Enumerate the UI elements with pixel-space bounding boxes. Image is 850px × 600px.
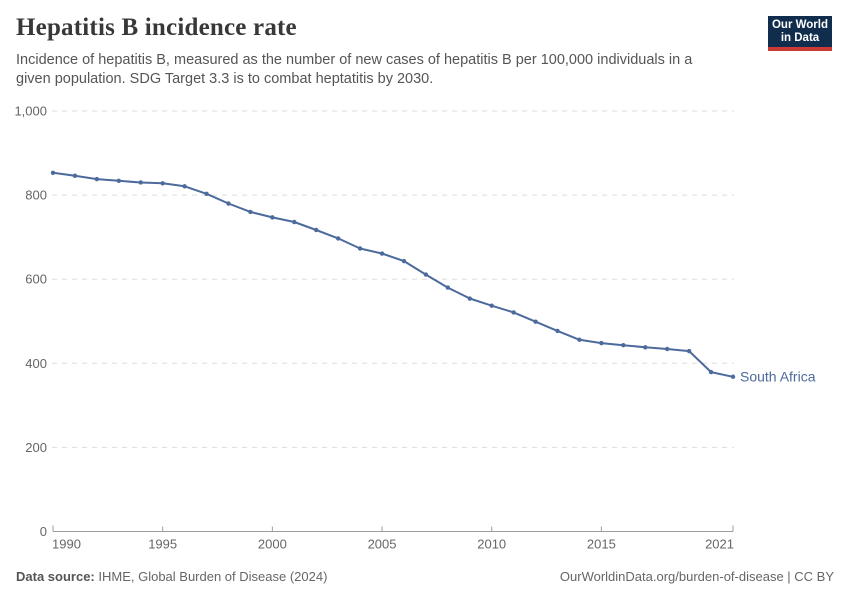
- data-source-label: Data source:: [16, 569, 95, 584]
- data-point-1997[interactable]: [204, 191, 209, 197]
- x-tick-label-1990: 1990: [52, 537, 81, 552]
- data-point-2015[interactable]: [599, 340, 604, 346]
- data-point-1991[interactable]: [72, 173, 78, 178]
- data-point-1993[interactable]: [116, 178, 122, 184]
- data-point-2011[interactable]: [511, 310, 516, 315]
- data-point-1996[interactable]: [182, 184, 187, 189]
- data-point-1994[interactable]: [138, 180, 143, 185]
- data-point-2008[interactable]: [445, 285, 451, 290]
- data-point-2021[interactable]: [730, 374, 736, 379]
- data-point-1995[interactable]: [160, 181, 165, 186]
- data-point-2017[interactable]: [643, 345, 648, 350]
- data-point-2013[interactable]: [555, 328, 560, 334]
- data-point-2005[interactable]: [379, 251, 385, 256]
- data-point-2016[interactable]: [621, 343, 626, 348]
- data-point-2019[interactable]: [686, 348, 692, 354]
- data-point-2002[interactable]: [314, 227, 319, 233]
- data-point-2006[interactable]: [401, 258, 407, 264]
- owid-logo-line-2: in Data: [780, 31, 820, 44]
- owid-logo-line-1: Our World: [771, 18, 828, 31]
- x-tick-label-1995: 1995: [148, 537, 177, 552]
- x-tick-label-2005: 2005: [368, 537, 397, 552]
- y-tick-label-600: 600: [25, 272, 47, 287]
- chart-subtitle-line-1: Incidence of hepatitis B, measured as th…: [16, 52, 693, 68]
- y-tick-label-0: 0: [40, 524, 47, 539]
- data-point-2004[interactable]: [357, 246, 363, 251]
- data-point-2001[interactable]: [292, 219, 297, 225]
- data-point-2020[interactable]: [708, 369, 714, 375]
- page-title: Hepatitis B incidence rate: [16, 14, 297, 41]
- data-point-2012[interactable]: [533, 319, 538, 324]
- data-point-2010[interactable]: [489, 303, 494, 308]
- data-point-2007[interactable]: [423, 272, 429, 277]
- x-tick-label-2021: 2021: [705, 537, 734, 552]
- x-tick-label-2010: 2010: [477, 537, 506, 552]
- series-end-label[interactable]: South Africa: [740, 368, 816, 384]
- data-point-2009[interactable]: [467, 296, 472, 301]
- data-point-2014[interactable]: [577, 337, 582, 342]
- data-point-2018[interactable]: [664, 346, 670, 352]
- data-source: Data source: IHME, Global Burden of Dise…: [16, 569, 327, 584]
- data-point-1992[interactable]: [94, 176, 100, 182]
- y-tick-label-1000: 1,000: [14, 104, 47, 119]
- y-tick-label-800: 800: [25, 188, 47, 203]
- y-tick-label-400: 400: [25, 356, 47, 371]
- data-point-1998[interactable]: [226, 201, 231, 206]
- y-tick-label-200: 200: [25, 440, 47, 455]
- license-link[interactable]: OurWorldinData.org/burden-of-disease | C…: [559, 569, 834, 584]
- x-tick-label-2015: 2015: [587, 537, 616, 552]
- x-tick-label-2000: 2000: [258, 537, 287, 552]
- chart-subtitle: Incidence of hepatitis B, measured as th…: [16, 51, 692, 89]
- data-point-2000[interactable]: [270, 215, 275, 220]
- data-point-2003[interactable]: [335, 236, 341, 241]
- chart-subtitle-line-2: given population. SDG Target 3.3 is to c…: [16, 71, 434, 87]
- owid-logo[interactable]: Our World in Data: [768, 16, 832, 51]
- data-source-text: IHME, Global Burden of Disease (2024): [94, 569, 328, 584]
- series-line-south-africa[interactable]: [52, 171, 734, 378]
- data-point-1999[interactable]: [248, 209, 253, 215]
- data-point-1990[interactable]: [50, 170, 56, 176]
